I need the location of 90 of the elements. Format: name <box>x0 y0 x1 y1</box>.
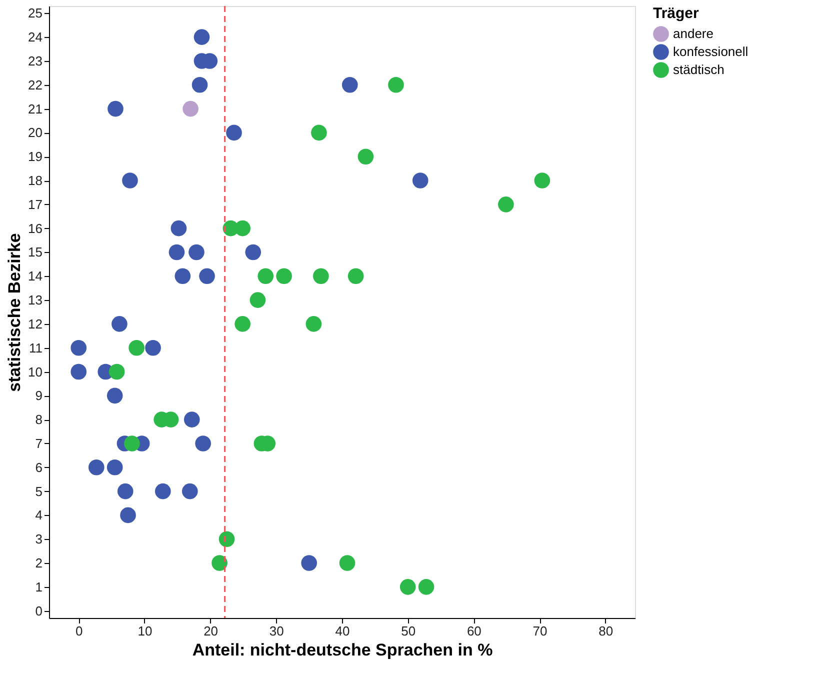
x-tick-label: 80 <box>598 624 614 638</box>
point <box>182 483 198 500</box>
point <box>145 340 161 356</box>
point <box>412 172 428 188</box>
point <box>301 555 317 571</box>
x-tick-label: 70 <box>532 624 548 638</box>
y-tick-label: 18 <box>28 173 42 188</box>
point <box>276 268 292 284</box>
point <box>112 316 128 332</box>
point <box>339 555 356 571</box>
x-tick-label: 30 <box>269 624 284 638</box>
y-tick-label: 23 <box>28 53 42 68</box>
point <box>306 316 322 332</box>
point <box>170 220 187 236</box>
point <box>234 220 250 236</box>
y-tick-label: 8 <box>35 412 42 428</box>
legend-label: städtisch <box>673 62 724 77</box>
y-tick-label: 12 <box>28 316 42 332</box>
y-tick-label: 7 <box>35 436 42 451</box>
x-tick-label: 0 <box>76 624 83 638</box>
y-axis-title: statistische Bezirke <box>5 233 24 392</box>
point <box>250 292 266 308</box>
point <box>128 340 144 356</box>
y-tick-label: 6 <box>35 460 42 475</box>
point <box>498 196 514 212</box>
y-tick-label: 22 <box>28 77 42 92</box>
y-tick-label: 24 <box>28 30 42 45</box>
y-tick-label: 20 <box>28 125 42 140</box>
point <box>342 77 358 93</box>
y-tick-label: 15 <box>28 244 42 260</box>
legend-title: Träger <box>653 5 700 22</box>
point <box>174 268 191 284</box>
y-tick-label: 0 <box>35 603 42 618</box>
point <box>106 460 123 476</box>
point <box>70 340 87 356</box>
point <box>195 436 211 452</box>
y-tick-label: 19 <box>28 149 42 164</box>
point <box>234 316 250 332</box>
point <box>168 244 185 260</box>
point <box>70 364 87 380</box>
point <box>400 579 416 595</box>
point <box>311 124 327 141</box>
x-tick-label: 50 <box>401 624 416 638</box>
point <box>194 29 210 45</box>
point <box>120 507 136 524</box>
y-tick-label: 17 <box>28 196 42 212</box>
point <box>388 77 404 93</box>
point <box>108 100 124 117</box>
x-tick-label: 10 <box>138 624 152 638</box>
point <box>182 100 198 117</box>
point <box>184 412 200 428</box>
point <box>124 436 140 452</box>
point <box>192 77 208 93</box>
y-tick-label: 11 <box>29 340 42 356</box>
y-tick-label: 10 <box>28 364 42 380</box>
point <box>188 244 204 260</box>
point <box>226 124 242 141</box>
point <box>88 460 104 476</box>
y-tick-label: 5 <box>35 484 42 499</box>
y-tick-label: 1 <box>35 579 42 594</box>
point <box>199 268 215 284</box>
point <box>106 388 123 404</box>
x-axis-title: Anteil: nicht-deutsche Sprachen in % <box>192 640 493 660</box>
y-tick-label: 25 <box>28 6 42 21</box>
point <box>245 244 262 260</box>
point <box>155 483 171 500</box>
y-tick-label: 14 <box>28 268 42 284</box>
x-tick-label: 20 <box>204 624 218 638</box>
legend-label: konfessionell <box>673 44 748 59</box>
y-tick-label: 13 <box>28 292 42 308</box>
point <box>258 268 274 284</box>
point <box>348 268 364 284</box>
point <box>313 268 329 284</box>
y-tick-label: 2 <box>35 556 42 571</box>
point <box>534 172 550 188</box>
point <box>218 531 235 547</box>
y-tick-label: 4 <box>35 508 42 523</box>
y-tick-label: 21 <box>28 101 42 116</box>
y-tick-label: 3 <box>35 532 42 547</box>
point <box>418 579 434 595</box>
point <box>122 172 138 188</box>
x-tick-label: 60 <box>466 624 482 638</box>
point <box>108 364 125 380</box>
legend-label: andere <box>673 26 714 41</box>
point <box>212 555 228 571</box>
y-tick-label: 9 <box>35 388 42 404</box>
y-tick-label: 16 <box>28 220 42 236</box>
point <box>358 148 374 164</box>
x-tick-label: 40 <box>335 624 350 638</box>
point <box>117 483 134 500</box>
